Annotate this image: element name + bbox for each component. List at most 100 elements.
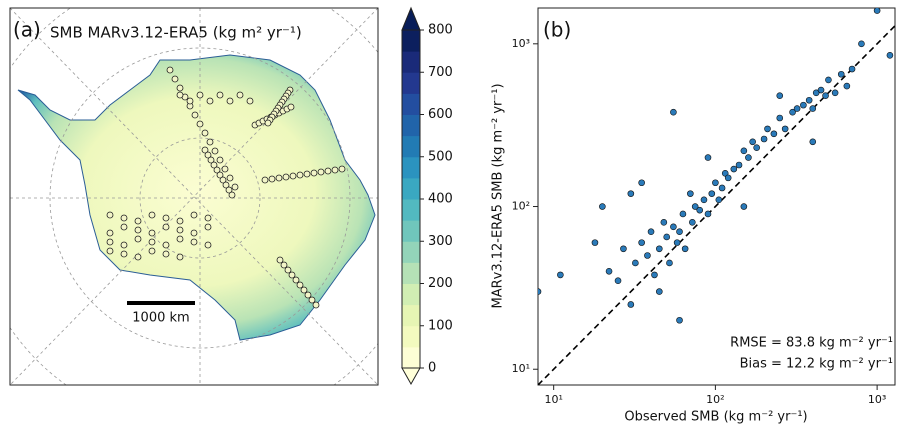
data-point (696, 206, 704, 214)
data-point (591, 239, 599, 246)
observation-site (148, 247, 156, 255)
data-point (740, 203, 748, 210)
data-point (651, 271, 658, 279)
data-point (614, 277, 622, 285)
observation-site (317, 168, 325, 176)
data-point (708, 190, 716, 197)
plot-area (538, 8, 895, 385)
y-tick-label: 10³ (512, 37, 530, 50)
observation-site (190, 211, 198, 219)
data-point (681, 245, 689, 253)
observation-site (186, 97, 194, 105)
observation-site (303, 170, 311, 178)
observation-site (282, 173, 290, 181)
data-point (656, 288, 663, 295)
map-content (10, 8, 378, 385)
data-point (687, 190, 694, 197)
x-tick-label: 10¹ (544, 393, 562, 406)
observation-site (331, 166, 339, 174)
colorbar-segment (402, 114, 420, 137)
colorbar-segment (402, 346, 420, 369)
data-point (745, 154, 752, 161)
data-point (735, 161, 743, 169)
panel-label: (b) (543, 18, 571, 42)
observation-site (106, 229, 114, 237)
observation-site (148, 238, 156, 246)
observation-site (312, 301, 320, 309)
observation-site (236, 91, 244, 99)
observation-site (213, 166, 221, 174)
annotation: Bias = 12.2 kg m⁻² yr⁻¹ (740, 357, 893, 372)
map-title: SMB MARv3.12-ERA5 (kg m² yr⁻¹) (50, 24, 302, 42)
observation-site (134, 253, 142, 261)
observation-site (162, 250, 170, 258)
data-point (670, 108, 677, 116)
observation-site (228, 191, 236, 199)
data-point (793, 105, 801, 112)
colorbar-tick-label: 300 (428, 234, 453, 249)
colorbar-segment (402, 220, 420, 242)
data-point (805, 96, 813, 104)
observation-site (106, 238, 114, 246)
data-point (760, 135, 768, 143)
data-point (817, 86, 825, 94)
observation-site (204, 151, 212, 159)
data-point (605, 267, 613, 275)
colorbar-extension (401, 6, 421, 31)
x-tick-label: 10² (706, 393, 724, 406)
observation-site (296, 281, 304, 289)
observation-site (310, 169, 318, 177)
colorbar-tick-label: 200 (428, 276, 453, 291)
observation-site (162, 241, 170, 249)
observation-site (296, 171, 304, 179)
data-point (781, 125, 789, 133)
observation-site (216, 171, 224, 179)
observation-site (176, 84, 184, 92)
observation-site (196, 120, 204, 128)
colorbar-segment (402, 283, 420, 306)
observation-site (134, 235, 142, 243)
data-point (848, 65, 856, 73)
colorbar-segment (402, 72, 420, 94)
observation-site (190, 229, 198, 237)
data-point (599, 203, 606, 210)
observation-site (211, 147, 219, 155)
data-point (873, 8, 881, 14)
data-point (712, 179, 719, 187)
colorbar-segment (402, 156, 420, 179)
observation-site (206, 97, 214, 105)
observation-site (207, 156, 215, 164)
data-point (656, 245, 663, 253)
observation-site (280, 261, 288, 269)
data-point (632, 259, 639, 267)
observation-site (284, 266, 292, 274)
observation-site (221, 165, 229, 173)
observation-site (226, 97, 234, 105)
observation-site (201, 146, 209, 154)
data-point (837, 70, 845, 78)
x-tick-label: 10³ (868, 393, 886, 406)
observation-site (106, 247, 114, 255)
colorbar-tick-label: 100 (428, 318, 453, 333)
data-point (627, 301, 635, 308)
observation-site (176, 226, 184, 234)
colorbar-extension (401, 367, 421, 386)
observation-site (222, 181, 230, 189)
data-point (809, 138, 817, 146)
data-point (718, 184, 726, 192)
observation-site (120, 241, 128, 249)
data-point (753, 144, 760, 151)
data-point (704, 210, 712, 218)
observation-site (204, 241, 212, 249)
observation-site (231, 183, 239, 191)
observation-site (292, 276, 300, 284)
observation-site (148, 229, 156, 237)
graticule (10, 8, 378, 385)
data-point (676, 228, 683, 236)
data-point (557, 271, 564, 279)
data-point (800, 101, 807, 109)
data-point (689, 218, 696, 226)
data-point (886, 51, 894, 59)
colorbar-segment (402, 262, 420, 284)
